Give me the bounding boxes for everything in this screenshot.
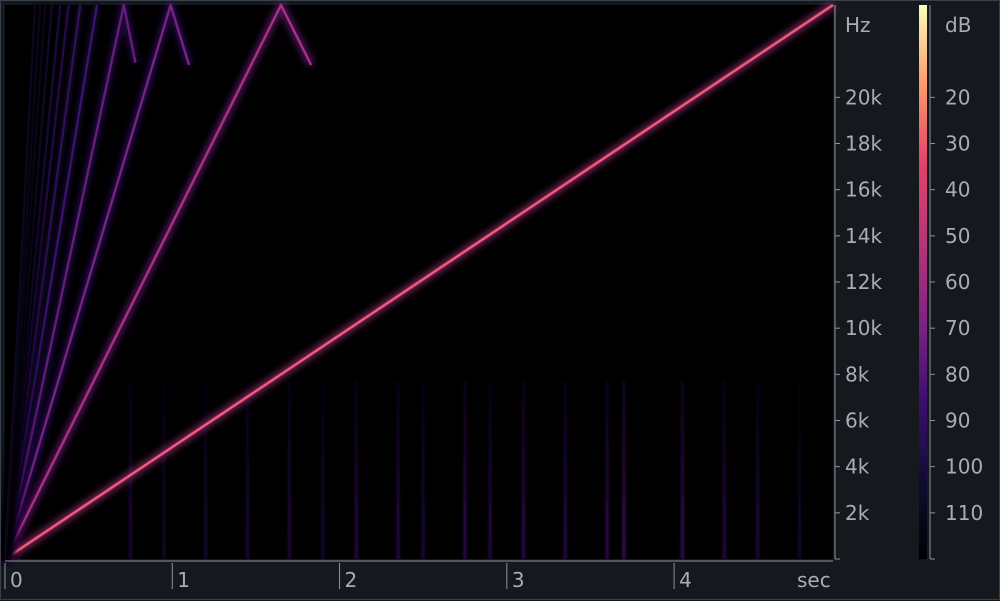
colorbar-tick-90: 90 bbox=[930, 409, 970, 433]
x-axis-unit: sec bbox=[797, 568, 831, 592]
x-tick-4: 4 bbox=[673, 563, 692, 592]
colorbar-tick-label: 60 bbox=[945, 270, 970, 294]
spike-8 bbox=[421, 381, 426, 559]
x-tick-label: 0 bbox=[10, 568, 23, 592]
noise-spikes bbox=[128, 381, 802, 559]
x-tick-label: 3 bbox=[512, 568, 525, 592]
y-tick-20k: 20k bbox=[835, 85, 882, 109]
spike-17 bbox=[755, 381, 760, 559]
spike-18 bbox=[797, 381, 802, 559]
colorbar-tick-20: 20 bbox=[930, 85, 970, 109]
colorbar-tick-100: 100 bbox=[930, 455, 983, 479]
y-tick-16k: 16k bbox=[835, 178, 882, 202]
colorbar-tick-40: 40 bbox=[930, 178, 970, 202]
colorbar-ticks: 20 30 40 50 60 70 80 90 100 110 bbox=[930, 85, 983, 560]
y-tick-label: 20k bbox=[845, 85, 882, 109]
x-tick-0: 0 bbox=[4, 563, 23, 592]
colorbar-tick-label: 70 bbox=[945, 316, 970, 340]
colorbar-tick-60: 60 bbox=[930, 270, 970, 294]
x-tick-label: 1 bbox=[177, 568, 190, 592]
colorbar-tick-30: 30 bbox=[930, 132, 970, 156]
colorbar-tick-label: 40 bbox=[945, 178, 970, 202]
spike-10 bbox=[488, 381, 493, 559]
x-axis-ticks: 0 1 2 3 4 bbox=[4, 563, 692, 592]
colorbar-tick-70: 70 bbox=[930, 316, 970, 340]
colorbar-tick-50: 50 bbox=[930, 224, 970, 248]
colorbar-tick-label: 50 bbox=[945, 224, 970, 248]
y-tick-4k: 4k bbox=[835, 455, 870, 479]
spike-11 bbox=[521, 381, 526, 559]
chirp-line-3 bbox=[1, 1, 140, 560]
colorbar-tick-label: 80 bbox=[945, 362, 970, 386]
spike-0 bbox=[128, 381, 133, 559]
y-tick-label: 10k bbox=[845, 316, 882, 340]
x-tick-2: 2 bbox=[339, 563, 358, 592]
colorbar-tick-label: 110 bbox=[945, 501, 983, 525]
spike-9 bbox=[463, 381, 467, 559]
y-tick-8k: 8k bbox=[835, 362, 870, 386]
chirp-line-2 bbox=[1, 1, 193, 561]
chirp-line-1 bbox=[1, 1, 315, 561]
y-tick-label: 6k bbox=[845, 409, 870, 433]
spike-2 bbox=[203, 381, 208, 559]
y-tick-10k: 10k bbox=[835, 316, 882, 340]
y-tick-18k: 18k bbox=[835, 132, 882, 156]
colorbar-tick-label: 30 bbox=[945, 132, 970, 156]
spike-15 bbox=[680, 381, 685, 559]
y-tick-label: 2k bbox=[845, 501, 870, 525]
chirp-line-11 bbox=[1, 4, 40, 560]
spike-5 bbox=[320, 381, 325, 559]
spike-4 bbox=[287, 381, 292, 559]
spike-14 bbox=[621, 381, 626, 559]
x-tick-3: 3 bbox=[506, 563, 525, 592]
chirp-lines bbox=[1, 1, 836, 563]
y-tick-2k: 2k bbox=[835, 501, 870, 525]
spike-7 bbox=[396, 381, 401, 559]
colorbar-tick-80: 80 bbox=[930, 362, 970, 386]
chirp-line-0 bbox=[2, 1, 836, 563]
y-tick-12k: 12k bbox=[835, 270, 882, 294]
colorbar-tick-label: 90 bbox=[945, 409, 970, 433]
y-tick-label: 12k bbox=[845, 270, 882, 294]
y-tick-label: 14k bbox=[845, 224, 882, 248]
colorbar-tick-110: 110 bbox=[930, 501, 983, 525]
spike-1 bbox=[161, 381, 166, 559]
spike-13 bbox=[605, 381, 610, 559]
spike-6 bbox=[354, 381, 359, 559]
spike-12 bbox=[563, 381, 568, 559]
y-axis-ticks: 2k 4k 6k 8k 10k 12k 14k 16k 18k 20k bbox=[835, 85, 882, 560]
spike-3 bbox=[245, 381, 250, 559]
y-tick-14k: 14k bbox=[835, 224, 882, 248]
colorbar-unit: dB bbox=[945, 13, 971, 37]
y-axis-unit: Hz bbox=[845, 13, 871, 37]
x-tick-label: 4 bbox=[679, 568, 692, 592]
y-tick-label: 8k bbox=[845, 362, 870, 386]
y-tick-6k: 6k bbox=[835, 409, 870, 433]
spike-16 bbox=[722, 381, 727, 559]
colorbar-tick-label: 100 bbox=[945, 455, 983, 479]
y-tick-label: 16k bbox=[845, 178, 882, 202]
y-tick-label: 4k bbox=[845, 455, 870, 479]
colorbar bbox=[919, 5, 927, 559]
x-tick-1: 1 bbox=[171, 563, 190, 592]
y-tick-label: 18k bbox=[845, 132, 882, 156]
colorbar-tick-label: 20 bbox=[945, 85, 970, 109]
x-tick-label: 2 bbox=[345, 568, 358, 592]
